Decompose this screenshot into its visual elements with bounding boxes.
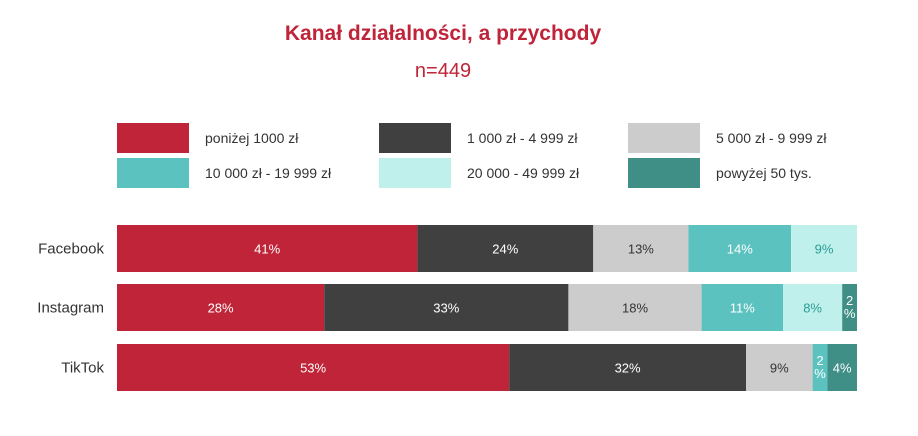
- data-label: 18%: [622, 301, 648, 316]
- legend-label: 20 000 - 49 999 zł: [467, 165, 580, 181]
- bar-segment: [593, 225, 689, 272]
- category-label: TikTok: [61, 360, 104, 377]
- chart-title: Kanał działalności, a przychody: [284, 22, 602, 45]
- legend-swatch: [628, 158, 700, 188]
- legend-swatch: [117, 123, 189, 153]
- data-label: 24%: [492, 242, 518, 257]
- legend-label: poniżej 1000 zł: [205, 130, 299, 146]
- legend-label: 5 000 zł - 9 999 zł: [716, 130, 827, 146]
- bar-segment: [812, 344, 828, 391]
- data-label: 13%: [628, 242, 654, 257]
- bar-segment: [117, 344, 510, 391]
- legend-swatch: [379, 123, 451, 153]
- data-label: 2%: [844, 293, 856, 321]
- chart-subtitle: n=449: [414, 60, 472, 82]
- bar-segment: [701, 284, 783, 331]
- data-label: 9%: [815, 242, 834, 257]
- data-label: 53%: [300, 361, 326, 376]
- bar-segment: [324, 284, 569, 331]
- legend-swatch: [117, 158, 189, 188]
- data-label: 28%: [208, 301, 234, 316]
- bar-segment: [117, 225, 418, 272]
- bar-segment: [791, 225, 857, 272]
- bar-segment: [568, 284, 702, 331]
- category-label: Facebook: [38, 241, 104, 258]
- legend-label: powyżej 50 tys.: [716, 165, 812, 181]
- bar-segment: [842, 284, 857, 331]
- bar-segment: [117, 284, 325, 331]
- bar-segment: [509, 344, 746, 391]
- data-label: 4%: [833, 361, 852, 376]
- data-label: 41%: [254, 242, 280, 257]
- data-label: 14%: [727, 242, 753, 257]
- data-label: 9%: [770, 361, 789, 376]
- data-label: 11%: [730, 301, 755, 316]
- category-label: Instagram: [37, 300, 104, 317]
- data-label: 33%: [433, 301, 459, 316]
- bar-segment: [827, 344, 857, 391]
- legend-label: 1 000 zł - 4 999 zł: [467, 130, 578, 146]
- legend-swatch: [379, 158, 451, 188]
- bar-segment: [783, 284, 843, 331]
- bar-segment: [688, 225, 792, 272]
- bar-segment: [417, 225, 594, 272]
- data-label: 32%: [615, 361, 641, 376]
- legend-label: 10 000 zł - 19 999 zł: [205, 165, 332, 181]
- legend-swatch: [628, 123, 700, 153]
- data-label: 8%: [803, 301, 822, 316]
- data-label: 2%: [814, 353, 826, 381]
- bar-segment: [746, 344, 813, 391]
